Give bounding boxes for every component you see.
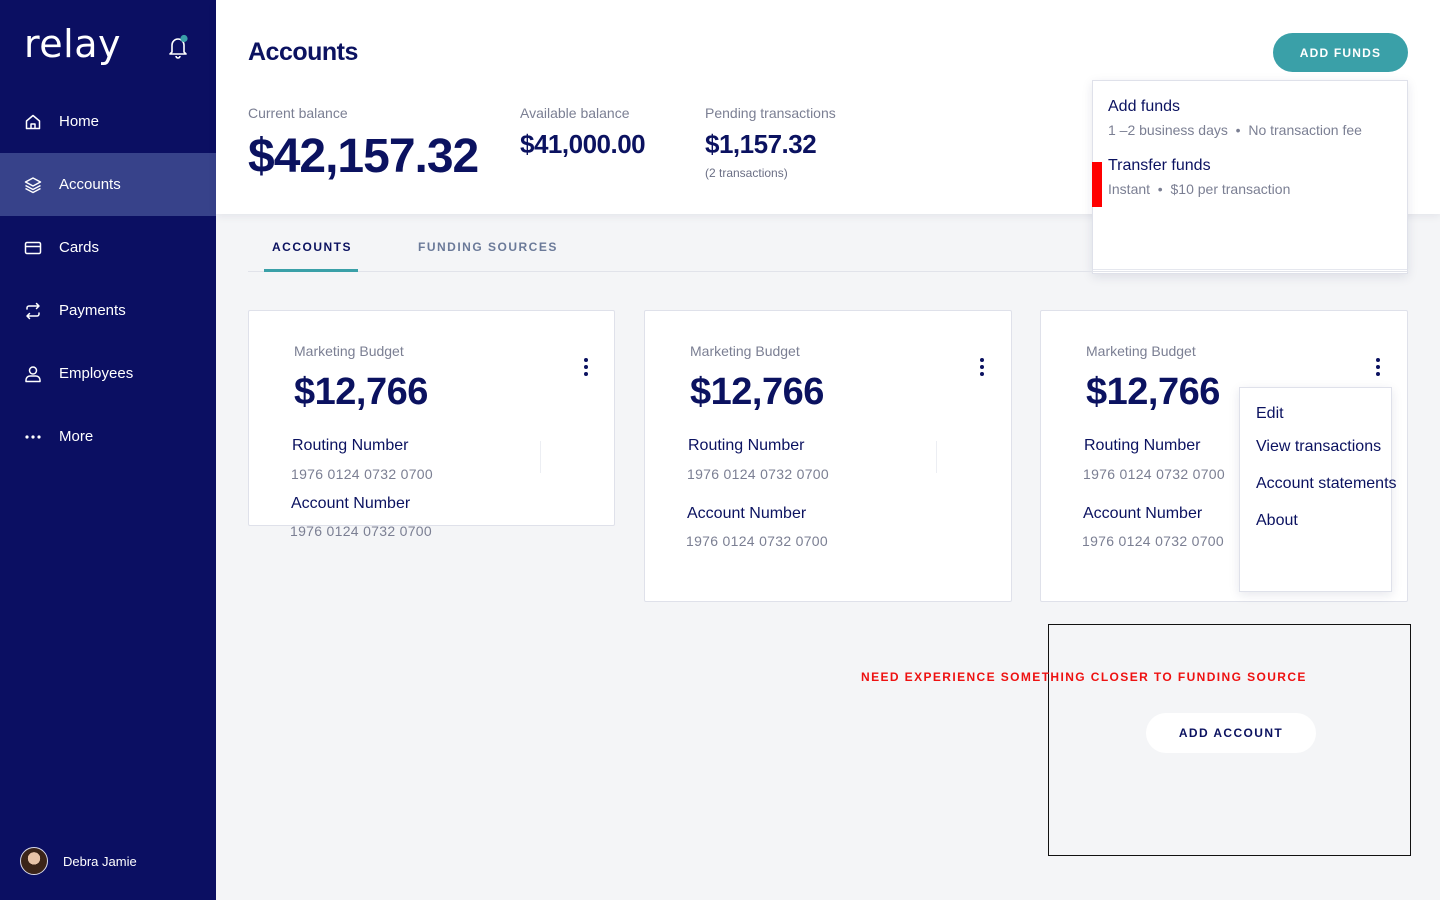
- option-timing: 1 –2 business days: [1108, 122, 1228, 138]
- avatar: [20, 847, 48, 875]
- notification-bell-icon[interactable]: [166, 34, 190, 60]
- kebab-menu-icon[interactable]: [576, 355, 596, 379]
- menu-item-edit[interactable]: Edit: [1256, 405, 1284, 422]
- sidebar-item-home[interactable]: Home: [0, 90, 216, 153]
- current-balance-label: Current balance: [248, 105, 348, 121]
- sidebar-item-employees[interactable]: Employees: [0, 342, 216, 405]
- option-title: Add funds: [1108, 98, 1181, 115]
- account-balance: $12,766: [1086, 371, 1220, 413]
- account-name: Marketing Budget: [1086, 343, 1196, 359]
- pending-transactions-value: $1,157.32: [705, 129, 817, 159]
- page-title: Accounts: [248, 38, 358, 66]
- account-balance: $12,766: [690, 371, 824, 413]
- account-number-value: 1976 0124 0732 0700: [1082, 533, 1224, 549]
- relay-logo[interactable]: relay: [24, 22, 121, 66]
- selection-marker: [1092, 162, 1102, 207]
- person-icon: [24, 365, 42, 383]
- divider: [540, 441, 541, 473]
- pending-transactions-count: (2 transactions): [705, 166, 788, 180]
- account-balance: $12,766: [294, 371, 428, 413]
- add-funds-dropdown: Add funds 1 –2 business days • No transa…: [1092, 80, 1408, 274]
- sidebar-item-label: Cards: [59, 239, 100, 256]
- current-balance: Current balance $42,157.32: [248, 105, 479, 184]
- sidebar-item-label: More: [59, 428, 94, 445]
- sidebar-item-label: Home: [59, 113, 100, 130]
- option-timing: Instant: [1108, 181, 1151, 197]
- sidebar-item-label: Employees: [59, 365, 134, 382]
- sidebar: relay Home Accounts Cards: [0, 0, 216, 900]
- sidebar-nav: Home Accounts Cards Payments Employees: [0, 90, 216, 468]
- layers-icon: [24, 176, 42, 194]
- account-number-label: Account Number: [1083, 505, 1203, 522]
- kebab-menu-icon[interactable]: [972, 355, 992, 379]
- option-fee: $10 per transaction: [1170, 181, 1291, 197]
- routing-number-value: 1976 0124 0732 0700: [687, 466, 829, 482]
- pending-transactions: Pending transactions $1,157.32 (2 transa…: [705, 105, 836, 180]
- sidebar-item-cards[interactable]: Cards: [0, 216, 216, 279]
- routing-number-value: 1976 0124 0732 0700: [291, 466, 433, 482]
- sidebar-item-more[interactable]: More: [0, 405, 216, 468]
- sidebar-item-label: Accounts: [59, 176, 121, 193]
- user-name: Debra Jamie: [63, 853, 137, 869]
- account-tabs: ACCOUNTS FUNDING SOURCES: [248, 228, 1408, 272]
- menu-item-view-transactions[interactable]: View transactions: [1256, 438, 1382, 455]
- sidebar-item-payments[interactable]: Payments: [0, 279, 216, 342]
- menu-item-account-statements[interactable]: Account statements: [1256, 475, 1397, 492]
- annotation-box: [1048, 624, 1411, 856]
- account-card[interactable]: Marketing Budget $12,766 Routing Number …: [644, 310, 1012, 602]
- add-funds-button[interactable]: ADD FUNDS: [1273, 33, 1408, 72]
- routing-number-label: Routing Number: [292, 437, 409, 454]
- menu-item-about[interactable]: About: [1256, 512, 1298, 529]
- account-name: Marketing Budget: [690, 343, 800, 359]
- transfer-icon: [24, 302, 42, 320]
- account-number-label: Account Number: [687, 505, 807, 522]
- account-card[interactable]: Marketing Budget $12,766 Routing Number …: [248, 310, 615, 539]
- option-title: Transfer funds: [1108, 157, 1211, 174]
- divider: [1093, 269, 1407, 270]
- sidebar-item-label: Payments: [59, 302, 126, 319]
- more-icon: [24, 428, 42, 446]
- design-annotation-note: NEED EXPERIENCE SOMETHING CLOSER TO FUND…: [861, 670, 1307, 684]
- divider: [936, 441, 937, 473]
- routing-number-value: 1976 0124 0732 0700: [1083, 466, 1225, 482]
- available-balance-label: Available balance: [520, 105, 630, 121]
- account-actions-menu: Edit View transactions Account statement…: [1239, 387, 1397, 592]
- pending-transactions-label: Pending transactions: [705, 105, 836, 121]
- user-profile[interactable]: Debra Jamie: [20, 847, 137, 875]
- routing-number-label: Routing Number: [1084, 437, 1201, 454]
- sidebar-item-accounts[interactable]: Accounts: [0, 153, 216, 216]
- active-tab-indicator: [264, 269, 358, 272]
- tab-accounts[interactable]: ACCOUNTS: [272, 240, 352, 254]
- account-number-label: Account Number: [291, 495, 411, 512]
- transfer-funds-option[interactable]: Transfer funds Instant • $10 per transac…: [1108, 157, 1290, 197]
- account-number-value: 1976 0124 0732 0700: [686, 533, 828, 549]
- option-description: 1 –2 business days • No transaction fee: [1108, 122, 1362, 138]
- kebab-menu-icon[interactable]: [1368, 355, 1388, 379]
- card-icon: [24, 239, 42, 257]
- routing-number-label: Routing Number: [688, 437, 805, 454]
- add-account-button[interactable]: ADD ACCOUNT: [1146, 713, 1316, 753]
- tab-funding-sources[interactable]: FUNDING SOURCES: [418, 240, 558, 254]
- account-name: Marketing Budget: [294, 343, 404, 359]
- available-balance: Available balance $41,000.00: [520, 105, 646, 160]
- account-number-value: 1976 0124 0732 0700: [290, 523, 432, 539]
- add-funds-option[interactable]: Add funds 1 –2 business days • No transa…: [1108, 98, 1362, 138]
- home-icon: [24, 113, 42, 131]
- option-description: Instant • $10 per transaction: [1108, 181, 1291, 197]
- option-fee: No transaction fee: [1248, 122, 1362, 138]
- available-balance-value: $41,000.00: [520, 129, 646, 159]
- current-balance-value: $42,157.32: [248, 130, 479, 183]
